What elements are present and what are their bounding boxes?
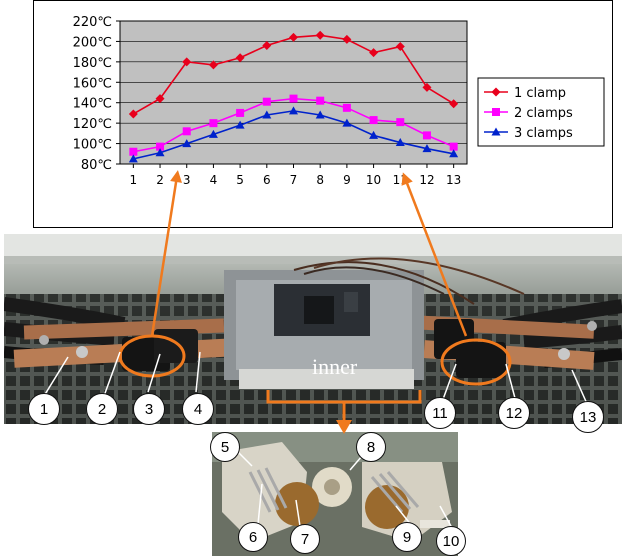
x-tick-label: 11 — [393, 173, 408, 187]
y-tick-label: 100℃ — [73, 138, 112, 153]
y-tick-label: 180℃ — [73, 56, 112, 71]
callout-13: 13 — [572, 401, 604, 433]
data-point-3 — [155, 148, 165, 157]
data-point-1 — [262, 41, 272, 51]
callout-1: 1 — [28, 393, 60, 425]
data-point-3 — [262, 110, 272, 119]
data-point-2 — [342, 103, 351, 112]
y-tick-label: 140℃ — [73, 97, 112, 112]
x-tick-label: 8 — [316, 173, 324, 187]
legend-label: 2 clamps — [514, 106, 573, 121]
x-tick-label: 10 — [366, 173, 381, 187]
x-tick-label: 5 — [236, 173, 244, 187]
data-point-3 — [449, 149, 459, 158]
x-tick-label: 12 — [419, 173, 434, 187]
data-point-1 — [395, 42, 405, 52]
callout-12: 12 — [498, 397, 530, 429]
data-point-1 — [155, 94, 165, 104]
y-tick-label: 220℃ — [73, 15, 112, 30]
data-point-3 — [315, 110, 325, 119]
data-point-2 — [182, 127, 191, 136]
legend-marker — [491, 127, 501, 136]
data-point-1 — [449, 99, 459, 109]
data-point-3 — [128, 154, 138, 163]
callout-4: 4 — [182, 393, 214, 425]
data-point-1 — [235, 53, 245, 63]
legend-label: 3 clamps — [514, 126, 573, 141]
data-point-2 — [236, 108, 245, 117]
x-tick-label: 6 — [263, 173, 271, 187]
data-point-2 — [156, 142, 165, 151]
data-point-1 — [342, 34, 352, 44]
data-point-1 — [369, 48, 379, 58]
data-point-2 — [316, 96, 325, 105]
data-point-2 — [449, 142, 458, 151]
x-tick-label: 3 — [183, 173, 191, 187]
data-point-1 — [182, 57, 192, 67]
data-point-2 — [289, 94, 298, 103]
callout-9: 9 — [392, 522, 422, 552]
data-point-3 — [395, 138, 405, 147]
callout-2: 2 — [86, 393, 118, 425]
x-tick-label: 9 — [343, 173, 351, 187]
legend-marker — [491, 87, 501, 97]
data-point-3 — [422, 144, 432, 153]
callout-8: 8 — [356, 432, 386, 462]
data-point-2 — [129, 147, 138, 156]
plot-area — [120, 21, 467, 164]
data-point-3 — [208, 129, 218, 138]
data-point-1 — [128, 109, 138, 119]
x-tick-label: 1 — [130, 173, 138, 187]
inner-label: inner — [312, 354, 358, 379]
data-point-2 — [209, 119, 218, 128]
x-tick-label: 7 — [290, 173, 298, 187]
data-point-3 — [342, 118, 352, 127]
data-point-2 — [369, 116, 378, 125]
y-tick-label: 160℃ — [73, 76, 112, 91]
x-tick-label: 13 — [446, 173, 461, 187]
data-point-3 — [289, 106, 298, 115]
data-point-3 — [182, 139, 192, 148]
y-tick-label: 80℃ — [81, 158, 112, 173]
data-point-1 — [289, 32, 298, 42]
legend-label: 1 clamp — [514, 86, 566, 101]
data-point-3 — [369, 130, 379, 139]
callout-7: 7 — [290, 524, 320, 554]
y-tick-label: 120℃ — [73, 117, 112, 132]
callout-6: 6 — [238, 522, 268, 552]
data-point-3 — [235, 120, 245, 129]
callout-3: 3 — [133, 393, 165, 425]
data-point-2 — [396, 118, 405, 127]
data-point-1 — [422, 82, 432, 92]
callout-5: 5 — [210, 432, 240, 462]
data-point-2 — [262, 97, 271, 106]
legend-marker — [492, 108, 500, 116]
data-point-1 — [315, 30, 325, 40]
x-tick-label: 2 — [156, 173, 164, 187]
data-point-2 — [422, 131, 431, 140]
callout-10: 10 — [436, 526, 466, 556]
y-tick-label: 200℃ — [73, 35, 112, 50]
data-point-1 — [208, 60, 218, 70]
x-tick-label: 4 — [210, 173, 218, 187]
temperature-chart: 80℃ 100℃ 120℃ 140℃ 160℃ 180℃ 200℃ 220℃ 1 2 3 4 5 6 7 8 9… — [33, 0, 613, 228]
callout-11: 11 — [424, 397, 456, 429]
